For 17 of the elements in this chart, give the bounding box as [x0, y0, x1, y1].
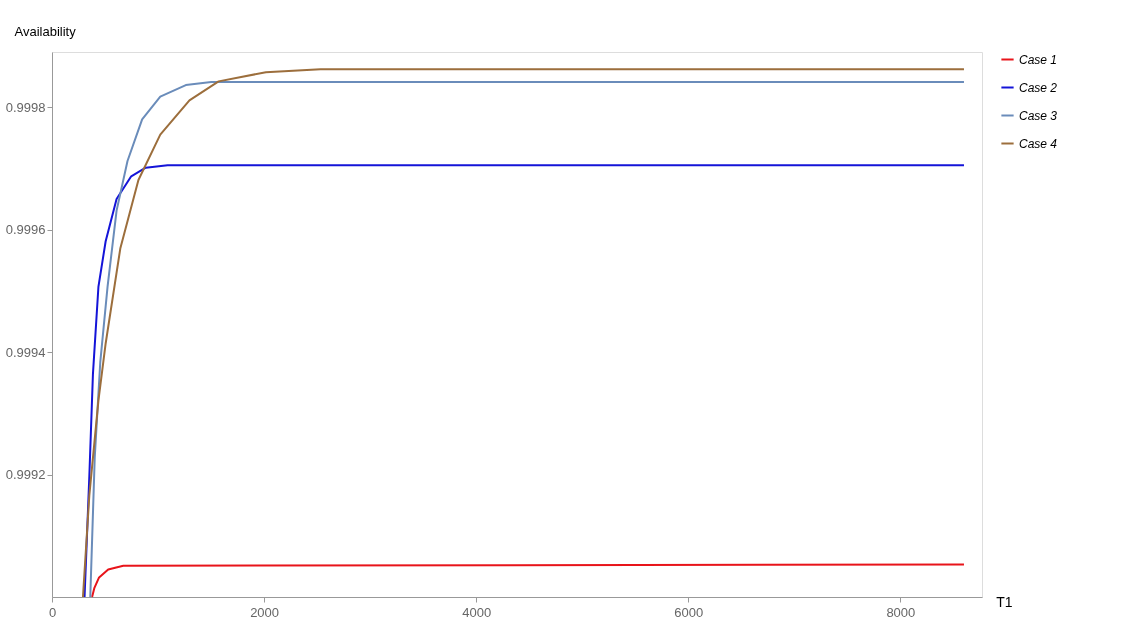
x-tick-label: 0 [48, 604, 57, 620]
x-tick-label: 8000 [886, 604, 916, 620]
y-tick-label: 0.9996 [5, 222, 46, 238]
legend-label: Case 3 [1019, 108, 1058, 123]
legend-label: Case 2 [1019, 80, 1058, 95]
legend-label: Case 1 [1019, 52, 1058, 67]
x-axis-title: T1 [996, 593, 1013, 610]
line-series [91, 563, 965, 598]
y-tick-label: 0.9998 [5, 99, 46, 115]
x-tick-label: 4000 [462, 604, 492, 620]
y-axis-title: Availability [14, 23, 77, 39]
legend-label: Case 4 [1019, 136, 1058, 151]
y-tick-label: 0.9992 [5, 467, 46, 483]
y-tick-label: 0.9994 [5, 344, 46, 360]
x-tick-label: 6000 [674, 604, 704, 620]
x-tick-label: 2000 [250, 604, 280, 620]
line-series [83, 164, 965, 598]
